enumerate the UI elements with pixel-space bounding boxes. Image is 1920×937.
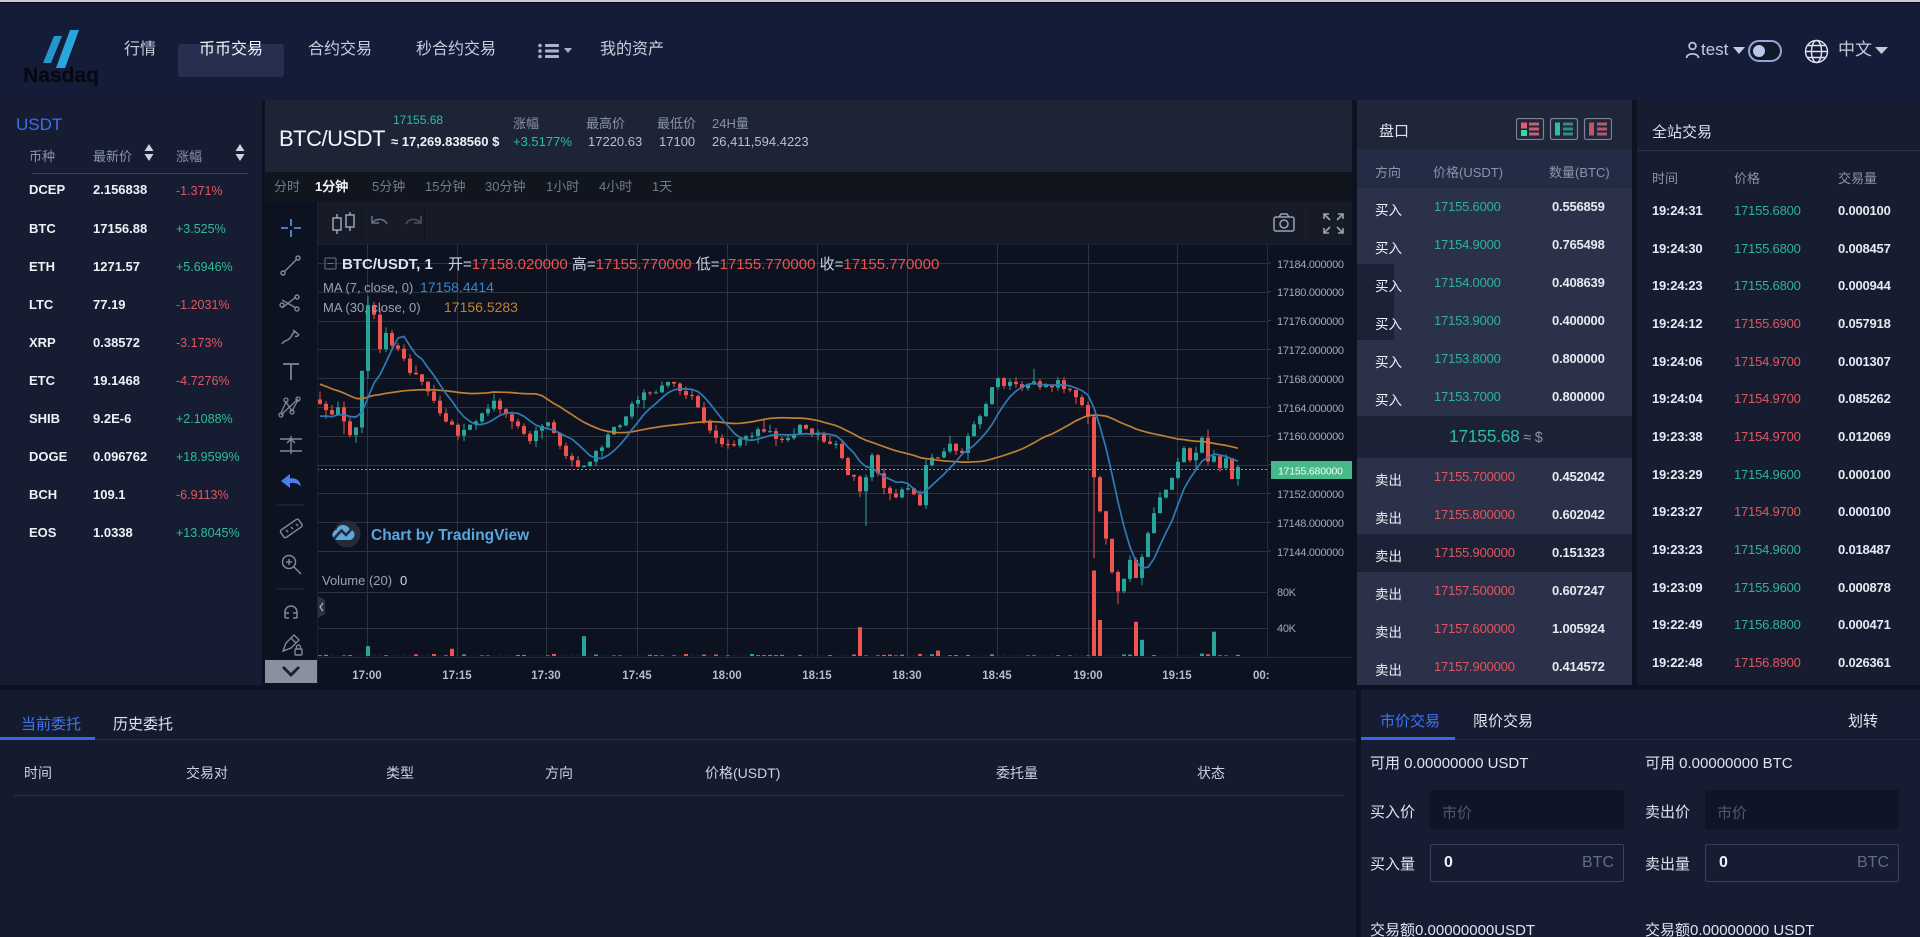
- svg-text:17164.000000: 17164.000000: [1277, 403, 1344, 415]
- svg-text:17:00: 17:00: [352, 670, 381, 682]
- svg-text:17:30: 17:30: [531, 670, 560, 682]
- svg-text:17152.000000: 17152.000000: [1277, 489, 1344, 501]
- svg-text:0: 0: [400, 573, 407, 588]
- svg-text:BTC/USDT, 1: BTC/USDT, 1: [342, 256, 433, 273]
- svg-text:Volume (20): Volume (20): [322, 573, 392, 588]
- svg-text:17168.000000: 17168.000000: [1277, 374, 1344, 386]
- svg-text:MA (30, close, 0): MA (30, close, 0): [323, 300, 421, 315]
- svg-text:18:00: 18:00: [712, 670, 741, 682]
- svg-text:17180.000000: 17180.000000: [1277, 287, 1344, 299]
- svg-text:00:: 00:: [1253, 670, 1270, 682]
- svg-text:17144.000000: 17144.000000: [1277, 547, 1344, 559]
- svg-text:80K: 80K: [1277, 587, 1297, 599]
- svg-text:18:15: 18:15: [802, 670, 832, 682]
- svg-text:Chart by TradingView: Chart by TradingView: [371, 527, 530, 544]
- svg-text:40K: 40K: [1277, 623, 1297, 635]
- svg-text:17155.680000: 17155.680000: [1278, 466, 1343, 478]
- svg-text:17156.5283: 17156.5283: [444, 299, 518, 315]
- svg-text:19:00: 19:00: [1073, 670, 1102, 682]
- svg-text:17:45: 17:45: [622, 670, 652, 682]
- svg-text:17176.000000: 17176.000000: [1277, 316, 1344, 328]
- svg-text:开=17158.020000 高=17155.770000: 开=17158.020000 高=17155.770000 低=17155.77…: [448, 256, 939, 273]
- svg-text:18:30: 18:30: [892, 670, 921, 682]
- svg-text:18:45: 18:45: [982, 670, 1012, 682]
- svg-text:19:15: 19:15: [1162, 670, 1192, 682]
- svg-text:17:15: 17:15: [442, 670, 472, 682]
- svg-text:17158.4414: 17158.4414: [420, 279, 494, 295]
- svg-text:17184.000000: 17184.000000: [1277, 259, 1344, 271]
- svg-text:17148.000000: 17148.000000: [1277, 518, 1344, 530]
- svg-text:17172.000000: 17172.000000: [1277, 345, 1344, 357]
- svg-text:MA (7, close, 0): MA (7, close, 0): [323, 280, 413, 295]
- svg-text:17160.000000: 17160.000000: [1277, 431, 1344, 443]
